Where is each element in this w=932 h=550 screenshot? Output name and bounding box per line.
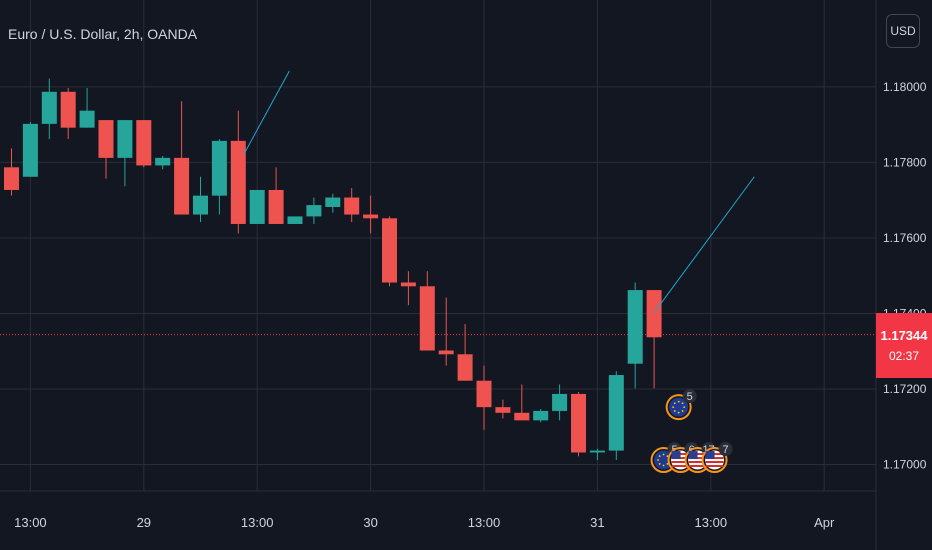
price-tick-label: 1.17000 bbox=[883, 458, 927, 472]
candle-body bbox=[627, 290, 643, 364]
candle-body bbox=[174, 157, 190, 215]
candle-body bbox=[382, 218, 397, 283]
price-tick-label: 1.17600 bbox=[883, 231, 927, 245]
trend-line bbox=[243, 70, 290, 155]
svg-text:5: 5 bbox=[687, 391, 693, 403]
candle-body bbox=[41, 91, 57, 124]
time-tick-label: 13:00 bbox=[14, 515, 47, 530]
time-tick-label: Apr bbox=[814, 515, 835, 530]
bar-countdown: 02:37 bbox=[888, 349, 920, 363]
candle-body bbox=[193, 195, 208, 215]
candle-body bbox=[419, 286, 435, 351]
candle-body bbox=[155, 157, 171, 166]
symbol-title: Euro / U.S. Dollar, 2h, OANDA bbox=[8, 26, 198, 42]
price-tick-label: 1.18000 bbox=[883, 80, 927, 94]
candle-body bbox=[325, 197, 341, 207]
candle-body bbox=[400, 282, 416, 287]
candle-body bbox=[22, 123, 38, 177]
current-price-value: 1.17344 bbox=[880, 328, 928, 343]
candle-body bbox=[514, 412, 530, 421]
candle-body bbox=[230, 140, 246, 224]
svg-text:7: 7 bbox=[723, 444, 729, 456]
candle-body bbox=[457, 354, 473, 381]
candle-body bbox=[117, 120, 133, 158]
candle-body bbox=[136, 120, 152, 166]
time-tick-label: 13:00 bbox=[695, 515, 728, 530]
candle-body bbox=[98, 120, 114, 158]
candle-body bbox=[287, 216, 303, 224]
price-tick-label: 1.17200 bbox=[883, 382, 927, 396]
time-tick-label: 31 bbox=[590, 515, 604, 530]
candle-body bbox=[344, 197, 360, 215]
us-event-icon[interactable]: 7 bbox=[701, 442, 733, 474]
candle-body bbox=[249, 189, 265, 224]
candle-body bbox=[79, 110, 95, 128]
current-price-label: 1.17344 02:37 bbox=[876, 313, 932, 378]
currency-button[interactable]: USD bbox=[886, 14, 920, 48]
price-tick-label: 1.17800 bbox=[883, 155, 927, 169]
candle-body bbox=[363, 214, 379, 219]
eu-event-icon[interactable]: 5 bbox=[665, 389, 697, 421]
candle-body bbox=[533, 410, 549, 421]
candle-body bbox=[552, 393, 568, 411]
trend-line bbox=[653, 176, 755, 314]
candle-body bbox=[211, 140, 227, 196]
time-tick-label: 13:00 bbox=[468, 515, 501, 530]
candle-body bbox=[608, 375, 624, 451]
candle-body bbox=[306, 205, 322, 217]
candle-body bbox=[4, 167, 19, 190]
candle-body bbox=[60, 91, 76, 128]
candle-body bbox=[571, 393, 586, 453]
time-tick-label: 29 bbox=[137, 515, 151, 530]
candle-body bbox=[646, 290, 662, 338]
time-tick-label: 30 bbox=[363, 515, 377, 530]
candle-body bbox=[268, 189, 284, 224]
time-tick-label: 13:00 bbox=[241, 515, 274, 530]
candle-body bbox=[589, 450, 605, 453]
candle-body bbox=[495, 407, 511, 413]
candle-body bbox=[438, 350, 454, 355]
candle-body bbox=[476, 380, 492, 408]
